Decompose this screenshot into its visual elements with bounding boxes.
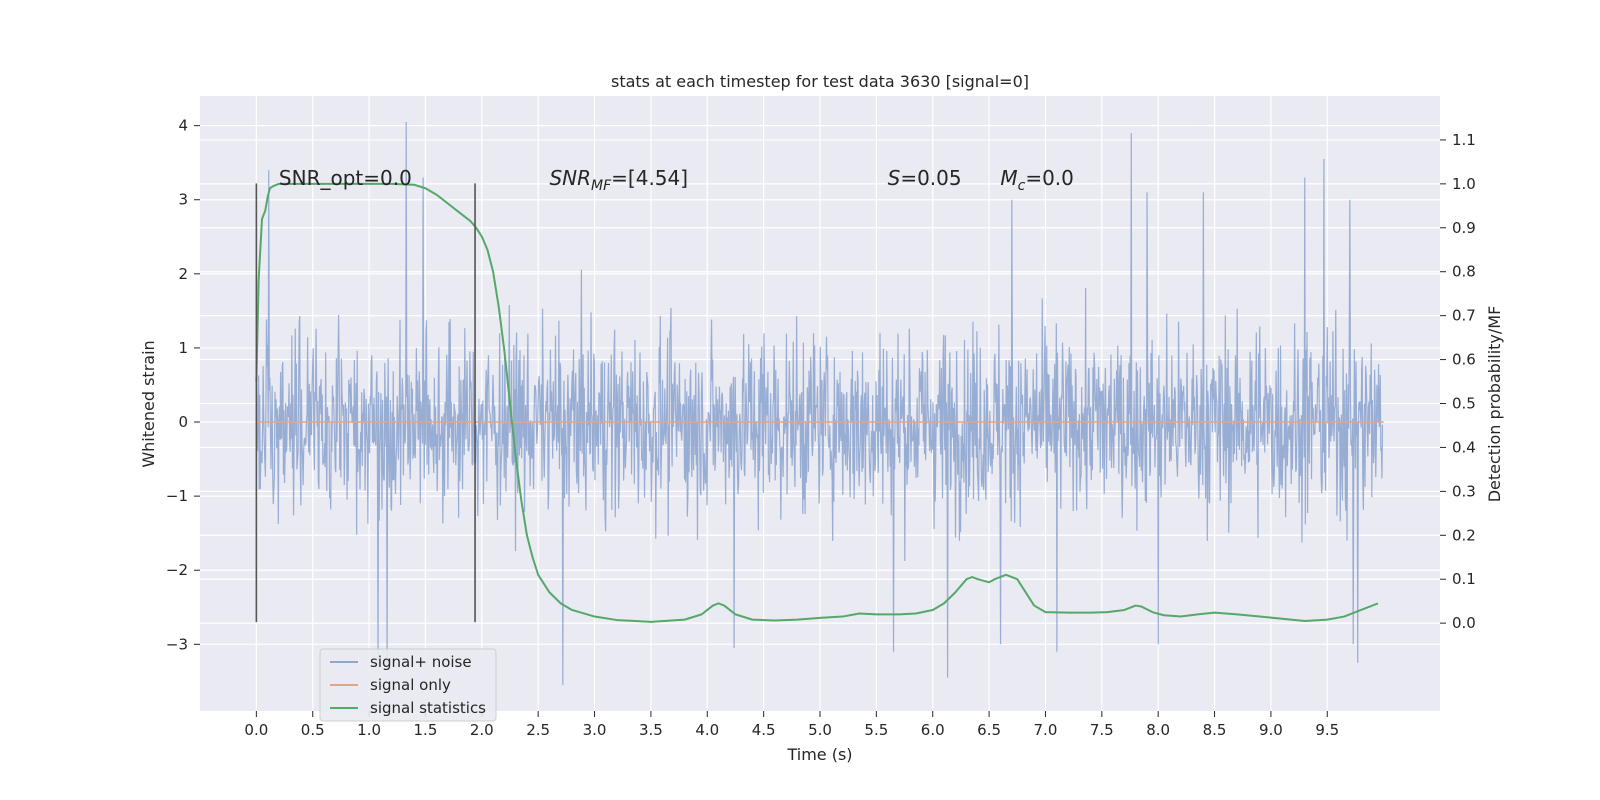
x-tick-label: 2.0 bbox=[470, 721, 494, 739]
legend-box bbox=[319, 648, 497, 722]
x-tick-label: 8.0 bbox=[1146, 721, 1170, 739]
y-tick-label-right: 1.0 bbox=[1452, 175, 1476, 193]
axes: 0.0 0.5 1.0 1.5 2.0 2.5 3.0 3.5 4.0 4.5 5.0 5.5 6.0 6… bbox=[166, 117, 1476, 739]
y-tick-label-right: 0.6 bbox=[1452, 351, 1476, 369]
x-tick-label: 9.0 bbox=[1259, 721, 1283, 739]
y-tick-label-left: −3 bbox=[166, 635, 188, 653]
x-tick-label: 0.5 bbox=[301, 721, 325, 739]
chart-title: stats at each timestep for test data 363… bbox=[611, 72, 1029, 91]
x-tick-label: 1.0 bbox=[357, 721, 381, 739]
annotation-mc_val: Mc=0.0 bbox=[1000, 166, 1074, 194]
y-tick-label-right: 0.0 bbox=[1452, 614, 1476, 632]
y-tick-label-right: 0.3 bbox=[1452, 482, 1476, 500]
x-tick-label: 8.5 bbox=[1203, 721, 1227, 739]
annotation-snr_opt: SNR_opt=0.0 bbox=[279, 166, 412, 190]
y-tick-label-right: 0.5 bbox=[1452, 395, 1476, 413]
legend: signal+ noise signal only signal statist… bbox=[319, 648, 497, 722]
y-tick-label-right: 0.1 bbox=[1452, 570, 1476, 588]
y-tick-label-right: 0.4 bbox=[1452, 438, 1476, 456]
series-signal-statistics bbox=[255, 182, 1379, 623]
x-tick-label: 4.5 bbox=[752, 721, 776, 739]
x-tick-label: 2.5 bbox=[526, 721, 550, 739]
x-tick-label: 6.5 bbox=[977, 721, 1001, 739]
x-tick-label: 0.0 bbox=[244, 721, 268, 739]
legend-label-signal-noise: signal+ noise bbox=[370, 653, 472, 671]
y-tick-label-right: 1.1 bbox=[1452, 131, 1476, 149]
y-tick-label-left: −1 bbox=[166, 487, 188, 505]
y-tick-label-right: 0.7 bbox=[1452, 307, 1476, 325]
series-signal-noise bbox=[255, 121, 1384, 686]
y-tick-label-right: 0.2 bbox=[1452, 526, 1476, 544]
x-tick-label: 1.5 bbox=[414, 721, 438, 739]
x-tick-label: 7.5 bbox=[1090, 721, 1114, 739]
y-axis-label-right: Detection probability/MF bbox=[1485, 306, 1504, 503]
x-tick-label: 5.5 bbox=[864, 721, 888, 739]
annotation-s_val: S=0.05 bbox=[888, 166, 962, 190]
x-tick-label: 3.0 bbox=[583, 721, 607, 739]
x-tick-label: 9.5 bbox=[1315, 721, 1339, 739]
x-tick-label: 5.0 bbox=[808, 721, 832, 739]
x-tick-label: 7.0 bbox=[1034, 721, 1058, 739]
plot-area bbox=[255, 121, 1384, 686]
y-tick-label-left: 1 bbox=[178, 339, 188, 357]
annotations: SNR_opt=0.0 SNRMF=[4.54] S=0.05 Mc=0.0 bbox=[279, 166, 1074, 194]
x-tick-label: 6.0 bbox=[921, 721, 945, 739]
y-tick-label-left: 4 bbox=[178, 117, 188, 135]
legend-label-signal-statistics: signal statistics bbox=[370, 699, 486, 717]
y-tick-label-left: −2 bbox=[166, 561, 188, 579]
x-tick-label: 3.5 bbox=[639, 721, 663, 739]
y-axis-label-left: Whitened strain bbox=[139, 340, 158, 467]
y-tick-label-left: 0 bbox=[178, 413, 188, 431]
y-tick-label-right: 0.9 bbox=[1452, 219, 1476, 237]
annotation-snr_mf: SNRMF=[4.54] bbox=[549, 166, 688, 194]
y-tick-label-left: 3 bbox=[178, 191, 188, 209]
legend-label-signal-only: signal only bbox=[370, 676, 451, 694]
x-axis-label: Time (s) bbox=[786, 745, 852, 764]
y-tick-label-right: 0.8 bbox=[1452, 263, 1476, 281]
y-tick-label-left: 2 bbox=[178, 265, 188, 283]
x-tick-label: 4.0 bbox=[695, 721, 719, 739]
